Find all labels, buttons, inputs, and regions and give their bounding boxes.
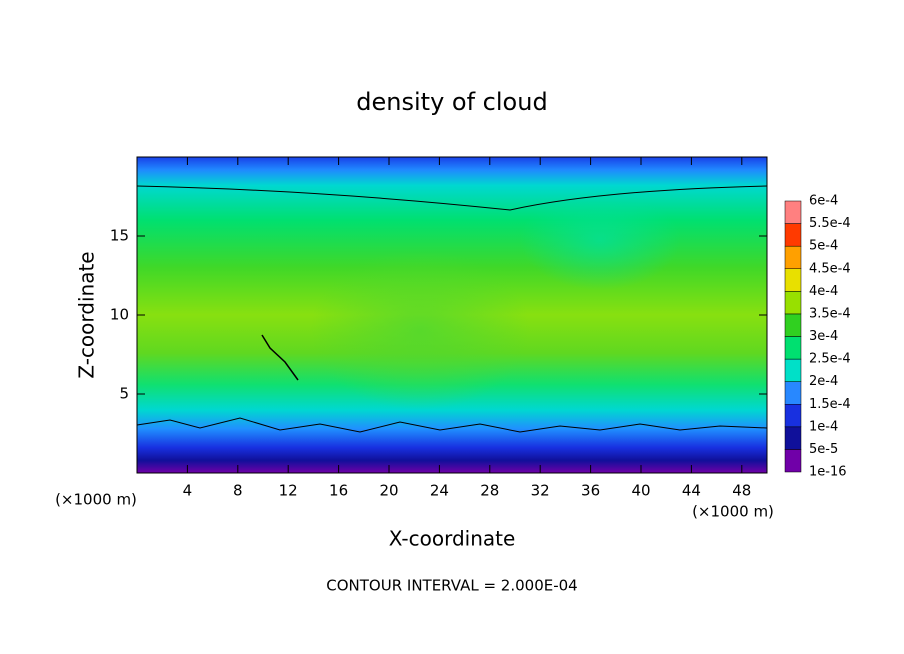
x-tick-label: 8	[233, 482, 243, 500]
colorbar-box	[784, 336, 802, 360]
x-tick-label: 28	[480, 482, 499, 500]
x-tick-label: 4	[183, 482, 193, 500]
colorbar-box	[784, 381, 802, 405]
x-tick-label: 20	[379, 482, 398, 500]
x-tick-label: 32	[531, 482, 550, 500]
x-tick-label: 48	[732, 482, 751, 500]
x-tick-label: 36	[581, 482, 600, 500]
colorbar-label: 1e-4	[809, 419, 838, 434]
chart-title: density of cloud	[356, 88, 547, 116]
colorbar-box	[784, 449, 802, 473]
contour-line	[136, 417, 768, 433]
colorbar-label: 3.5e-4	[809, 306, 851, 321]
colorbar-box	[784, 245, 802, 270]
y-tick-label: 5	[119, 385, 129, 403]
field-feature	[520, 190, 680, 290]
colorbar-label: 5.5e-4	[809, 216, 851, 231]
x-tick-label: 24	[430, 482, 449, 500]
colorbar-label: 1e-16	[809, 465, 847, 480]
x-axis-label: X-coordinate	[389, 527, 516, 551]
colorbar-label: 5e-5	[809, 442, 838, 457]
colorbar-box	[784, 291, 802, 315]
colorbar-box	[784, 404, 802, 428]
colorbar-label: 2e-4	[809, 374, 838, 389]
contour-line	[136, 185, 768, 211]
colorbar-label: 3e-4	[809, 329, 838, 344]
y-tick-label: 15	[110, 227, 129, 245]
y-unit-label: (×1000 m)	[55, 491, 137, 509]
colorbar-box	[784, 268, 802, 292]
y-axis-label: Z-coordinate	[75, 251, 99, 378]
x-tick-label: 12	[279, 482, 298, 500]
x-tick-label: 16	[329, 482, 348, 500]
colorbar-box	[784, 200, 802, 224]
field-feature	[310, 250, 530, 410]
colorbar-label: 6e-4	[809, 194, 838, 209]
annotation: CONTOUR INTERVAL = 2.000E-04	[326, 577, 577, 595]
colorbar-label: 2.5e-4	[809, 352, 851, 367]
x-tick-label: 44	[682, 482, 701, 500]
contour-line	[261, 334, 299, 381]
colorbar-label: 1.5e-4	[809, 397, 851, 412]
colorbar-label: 5e-4	[809, 239, 838, 254]
x-tick-label: 40	[631, 482, 650, 500]
colorbar-box	[784, 223, 802, 247]
x-unit-label: (×1000 m)	[692, 503, 774, 521]
y-tick-label: 10	[110, 306, 129, 324]
colorbar-label: 4.5e-4	[809, 261, 851, 276]
colorbar-label: 4e-4	[809, 284, 838, 299]
colorbar-box	[784, 426, 802, 450]
colorbar-box	[784, 358, 802, 382]
colorbar-box	[784, 313, 802, 337]
